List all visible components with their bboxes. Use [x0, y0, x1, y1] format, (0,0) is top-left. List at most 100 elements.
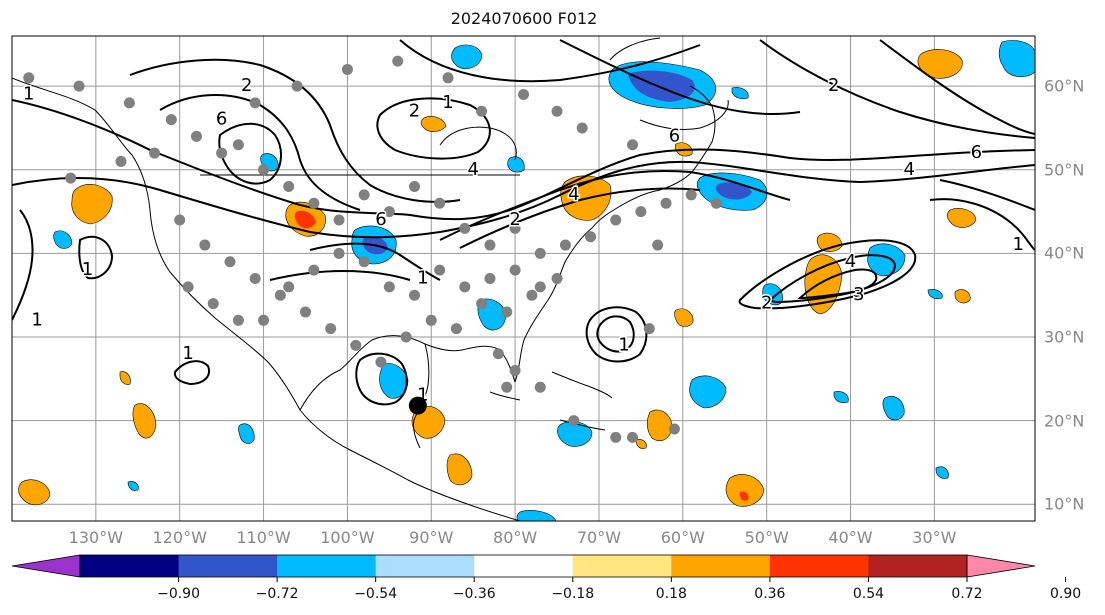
observation-point — [576, 122, 588, 134]
contour-label: 4 — [467, 159, 478, 180]
observation-point — [123, 97, 135, 109]
latitude-label: 60°N — [1044, 76, 1085, 96]
observation-point — [509, 364, 521, 376]
longitude-label: 130°W — [68, 528, 124, 547]
observation-point — [425, 314, 437, 326]
observation-point — [274, 289, 286, 301]
observation-point — [534, 381, 546, 393]
colorbar-tick-label: −0.18 — [551, 586, 595, 602]
observation-point — [232, 139, 244, 151]
colorbar-frame — [79, 554, 968, 578]
colorbar-tick-label: 0.72 — [951, 586, 983, 602]
observation-point — [434, 197, 446, 209]
latitude-label: 30°N — [1044, 327, 1085, 347]
observation-point — [509, 222, 521, 234]
contour-label: 2 — [509, 209, 520, 230]
observation-point — [643, 323, 655, 335]
colorbar-tick-label: 0.90 — [1049, 586, 1082, 602]
latitude-label: 50°N — [1044, 160, 1085, 180]
observation-point — [358, 256, 370, 268]
colorbar-segment — [671, 555, 771, 577]
colorbar-segment — [572, 555, 672, 577]
observation-point — [685, 189, 697, 201]
observation-point — [668, 423, 680, 435]
observation-point — [190, 130, 202, 142]
storm-center-marker — [408, 396, 427, 415]
observation-point — [551, 105, 563, 117]
observation-point — [518, 89, 529, 101]
colorbar-segment — [277, 555, 377, 577]
observation-point — [551, 273, 563, 284]
observation-point — [408, 181, 420, 193]
colorbar-tick-label: 0.18 — [655, 586, 687, 602]
colorbar-segment — [375, 555, 475, 577]
observation-point — [610, 214, 622, 226]
observation-point — [585, 231, 597, 243]
observation-point — [408, 289, 420, 301]
longitude-label: 110°W — [236, 528, 291, 547]
observation-point — [476, 298, 488, 310]
observation-point — [199, 239, 211, 251]
observation-point — [459, 222, 471, 234]
map-frame — [11, 35, 1036, 522]
longitude-label: 70°W — [576, 528, 622, 547]
longitude-label: 30°W — [912, 528, 957, 547]
longitude-label: 90°W — [409, 528, 454, 547]
observation-point — [534, 247, 546, 259]
observation-point — [710, 197, 722, 209]
observation-point — [249, 273, 261, 284]
observation-point — [249, 97, 261, 109]
observation-point — [333, 247, 345, 259]
observation-point — [400, 331, 412, 343]
observation-point — [383, 206, 395, 218]
observation-point — [383, 281, 395, 293]
contour-label: 2 — [409, 100, 420, 121]
observation-point — [534, 281, 546, 293]
observation-point — [509, 264, 521, 276]
colorbar — [11, 554, 1067, 582]
contour-label: 6 — [971, 142, 982, 163]
observation-point — [174, 214, 186, 226]
contour-label: 4 — [568, 184, 579, 205]
observation-point — [484, 239, 496, 251]
observation-point — [375, 356, 387, 368]
observation-point — [182, 281, 194, 293]
observation-point — [73, 80, 85, 92]
observation-point — [526, 289, 538, 301]
colorbar-tick-label: −0.54 — [354, 586, 398, 602]
observation-point — [115, 155, 127, 167]
observation-point — [660, 197, 672, 209]
observation-point — [325, 323, 337, 335]
map-title: 2024070600 F012 — [450, 9, 598, 28]
observation-point — [434, 264, 446, 276]
longitude-label: 100°W — [320, 528, 375, 547]
contour-label: 6 — [216, 109, 227, 130]
observation-point — [258, 314, 270, 326]
longitude-label: 120°W — [152, 528, 207, 547]
latitude-label: 40°N — [1044, 243, 1085, 263]
colorbar-extend-low — [11, 554, 81, 578]
observation-point — [224, 256, 236, 268]
contour-label: 1 — [182, 343, 193, 364]
observation-point — [450, 323, 462, 335]
contour-label: 1 — [618, 334, 629, 355]
observation-point — [207, 298, 219, 310]
contour-label: 3 — [853, 284, 864, 305]
observation-point — [308, 197, 320, 209]
colorbar-tick-label: −0.36 — [452, 586, 496, 602]
observation-point — [283, 281, 295, 293]
contour-label: 2 — [241, 75, 252, 96]
contour-label: 1 — [23, 84, 34, 105]
observation-point — [476, 105, 488, 117]
observation-point — [627, 431, 639, 443]
contour-label: 4 — [845, 251, 856, 272]
colorbar-tick-label: 0.36 — [754, 586, 786, 602]
observation-point — [442, 72, 454, 84]
colorbar-tick-label: −0.90 — [157, 586, 200, 602]
observation-point — [501, 381, 513, 393]
longitude-label: 40°W — [828, 528, 873, 547]
observation-point — [291, 80, 303, 92]
observation-point — [492, 348, 504, 360]
observation-point — [459, 281, 471, 293]
